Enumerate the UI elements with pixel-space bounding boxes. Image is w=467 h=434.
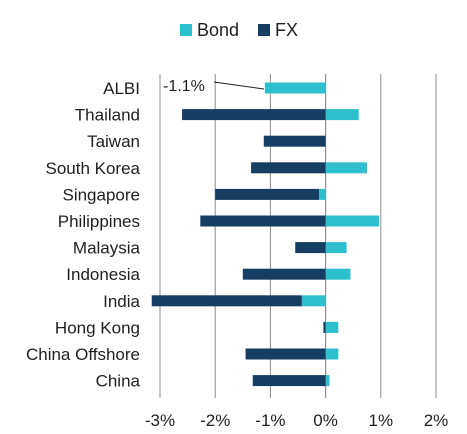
category-label-indonesia: Indonesia xyxy=(66,265,140,284)
legend-label-fx: FX xyxy=(275,20,298,40)
x-tick-label-1: -1% xyxy=(255,411,285,430)
x-tick-label-1: 1% xyxy=(369,411,394,430)
bar-bond-hong-kong xyxy=(325,321,339,333)
legend-label-bond: Bond xyxy=(197,20,239,40)
category-label-philippines: Philippines xyxy=(58,212,140,231)
category-labels: ALBI Thailand Taiwan South Korea Singapore Ph… xyxy=(26,79,141,391)
bar-fx-china xyxy=(252,375,326,387)
category-label-albi: ALBI xyxy=(103,79,140,98)
category-label-singapore: Singapore xyxy=(62,185,140,204)
bar-bond-south-korea xyxy=(325,162,367,174)
category-label-malaysia: Malaysia xyxy=(73,239,141,258)
annotation-leader-line xyxy=(213,81,265,90)
bars xyxy=(151,82,380,387)
category-label-hong-kong: Hong Kong xyxy=(55,318,140,337)
x-tick-label-0: 0% xyxy=(313,411,338,430)
gridlines xyxy=(159,74,437,398)
bar-bond-malaysia xyxy=(325,242,347,254)
bar-bond-indonesia xyxy=(325,268,351,280)
x-axis-ticks: -3% -2% -1% 0% 1% 2% xyxy=(145,411,448,430)
category-label-india: India xyxy=(103,292,140,311)
bar-fx-india xyxy=(151,295,302,307)
bar-bond-singapore xyxy=(318,188,326,200)
category-label-south-korea: South Korea xyxy=(45,159,140,178)
annotation: -1.1% xyxy=(163,78,265,95)
x-tick-label-2: -2% xyxy=(200,411,230,430)
bar-fx-hong-kong xyxy=(323,321,326,333)
bar-bond-china-offshore xyxy=(325,348,339,360)
bar-fx-singapore xyxy=(215,188,319,200)
bar-fx-philippines xyxy=(200,215,326,227)
bar-fx-indonesia xyxy=(242,268,326,280)
bar-fx-malaysia xyxy=(295,242,326,254)
bar-bond-albi xyxy=(264,82,326,94)
x-tick-label-3: -3% xyxy=(145,411,175,430)
bar-bond-india xyxy=(301,295,326,307)
bar-bond-philippines xyxy=(325,215,380,227)
legend-swatch-bond xyxy=(180,24,192,36)
annotation-label: -1.1% xyxy=(163,78,205,95)
category-label-china-offshore: China Offshore xyxy=(26,345,140,364)
category-label-china: China xyxy=(96,372,141,391)
legend-swatch-fx xyxy=(258,24,270,36)
bar-bond-thailand xyxy=(325,109,359,121)
bar-fx-thailand xyxy=(182,109,326,121)
bar-fx-taiwan xyxy=(263,135,326,147)
category-label-taiwan: Taiwan xyxy=(87,132,140,151)
legend: Bond FX xyxy=(180,20,298,40)
bar-bond-china xyxy=(325,375,330,387)
bar-fx-china-offshore xyxy=(245,348,326,360)
category-label-thailand: Thailand xyxy=(75,106,140,125)
x-tick-label-2: 2% xyxy=(424,411,449,430)
bar-fx-south-korea xyxy=(251,162,326,174)
